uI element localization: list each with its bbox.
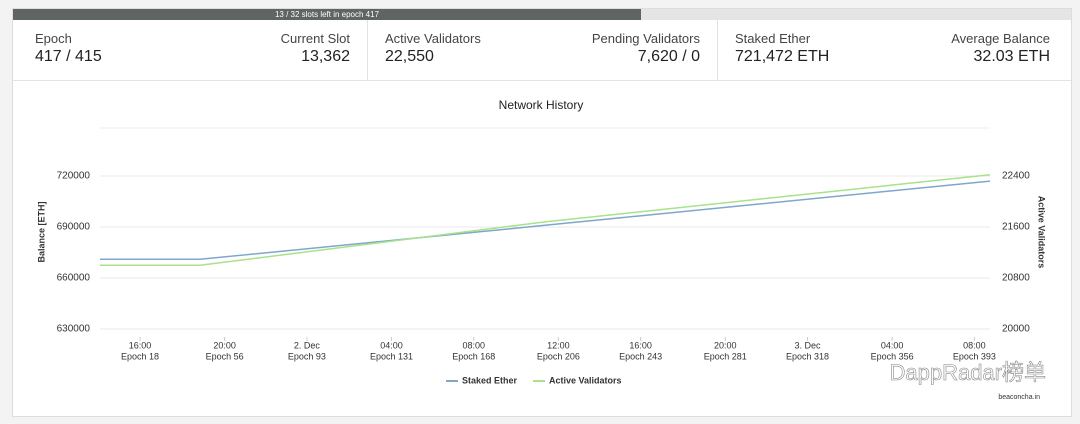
x-tick-label: 3. Dec xyxy=(795,340,822,350)
y-tick-label: 630000 xyxy=(57,324,91,335)
stat: Current Slot 13,362 xyxy=(281,31,350,66)
y-axis-title: Balance [ETH] xyxy=(36,201,46,262)
stat-label: Average Balance xyxy=(951,31,1050,46)
x-tick-label: 12:00 xyxy=(547,340,570,350)
watermark: DappRadar榜单 xyxy=(889,360,1046,385)
stat-label: Pending Validators xyxy=(591,31,700,46)
stat: Average Balance 32.03 ETH xyxy=(951,31,1050,66)
series-line xyxy=(100,180,991,261)
x-tick-sublabel: Epoch 93 xyxy=(288,351,326,361)
x-tick-sublabel: Epoch 18 xyxy=(121,351,159,361)
stat-value: 721,472 ETH xyxy=(735,48,830,65)
x-tick-label: 08:00 xyxy=(963,340,986,350)
divider xyxy=(717,20,718,80)
series-line xyxy=(100,173,991,266)
y-tick-label: 720000 xyxy=(57,171,91,182)
x-tick-label: 08:00 xyxy=(463,340,486,350)
x-tick-label: 16:00 xyxy=(129,340,152,350)
x-tick-sublabel: Epoch 318 xyxy=(786,351,829,361)
y2-axis-title: Active Validators xyxy=(1037,196,1047,269)
x-tick-label: 04:00 xyxy=(380,340,403,350)
legend-label: Active Validators xyxy=(549,375,622,385)
stat-value: 7,620 / 0 xyxy=(637,48,700,65)
stat-label: Current Slot xyxy=(280,31,350,46)
y-tick-label: 690000 xyxy=(57,222,91,233)
x-tick-sublabel: Epoch 393 xyxy=(953,351,996,361)
x-tick-label: 2. Dec xyxy=(294,340,321,350)
y2-tick-label: 21600 xyxy=(1002,222,1030,233)
y-tick-label: 660000 xyxy=(57,273,91,284)
stat-label: Active Validators xyxy=(385,31,481,46)
y2-tick-label: 20000 xyxy=(1002,324,1030,335)
y2-tick-label: 20800 xyxy=(1002,273,1030,284)
y2-tick-label: 22400 xyxy=(1002,171,1030,182)
progress-text: 13 / 32 slots left in epoch 417 xyxy=(274,10,380,19)
network-card: 13 / 32 slots left in epoch 417 Epoch 417… xyxy=(12,8,1072,417)
x-tick-label: 20:00 xyxy=(213,340,236,350)
stat-value: 13,362 xyxy=(301,48,350,65)
stat: Pending Validators 7,620 / 0 xyxy=(592,31,700,66)
stat-label: Staked Ether xyxy=(735,31,811,46)
slot-progress: 13 / 32 slots left in epoch 417 xyxy=(13,9,1071,20)
stat: Epoch 417 / 415 xyxy=(35,31,102,66)
stat-value: 32.03 ETH xyxy=(973,48,1050,65)
x-tick-sublabel: Epoch 168 xyxy=(452,351,495,361)
x-tick-sublabel: Epoch 56 xyxy=(206,351,244,361)
progress-fill xyxy=(13,9,641,20)
x-tick-label: 20:00 xyxy=(714,340,737,350)
stats-row: Epoch 417 / 415 Current Slot 13,362 Active… xyxy=(13,20,1071,81)
legend-label: Staked Ether xyxy=(462,375,518,385)
divider xyxy=(367,20,368,80)
stat-label: Epoch xyxy=(35,31,72,46)
x-tick-sublabel: Epoch 131 xyxy=(370,351,413,361)
credit: beaconcha.in xyxy=(998,394,1040,401)
x-tick-label: 16:00 xyxy=(629,340,652,350)
x-tick-label: 04:00 xyxy=(881,340,904,350)
chart-title: Network History xyxy=(499,98,584,112)
stat: Active Validators 22,550 xyxy=(385,31,481,66)
x-tick-sublabel: Epoch 356 xyxy=(871,351,914,361)
x-tick-sublabel: Epoch 243 xyxy=(619,351,662,361)
stat-value: 22,550 xyxy=(385,48,434,65)
stat-value: 417 / 415 xyxy=(35,48,102,65)
stat: Staked Ether 721,472 ETH xyxy=(735,31,829,66)
x-tick-sublabel: Epoch 206 xyxy=(537,351,580,361)
x-tick-sublabel: Epoch 281 xyxy=(704,351,747,361)
